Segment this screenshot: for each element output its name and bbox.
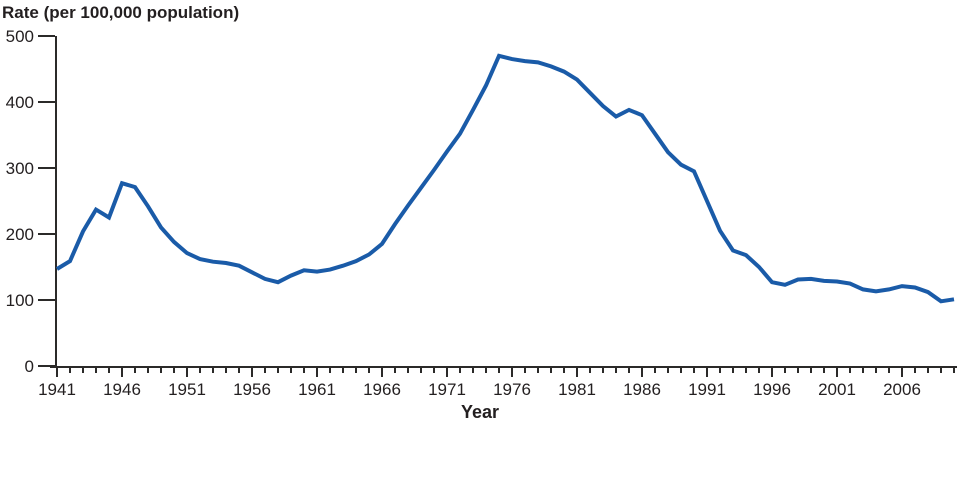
chart-title: Rate (per 100,000 population): [2, 3, 240, 22]
x-tick-label: 1956: [233, 380, 271, 399]
x-axis-title: Year: [460, 402, 500, 422]
x-tick-label: 1966: [363, 380, 401, 399]
y-tick-label: 300: [6, 159, 34, 178]
x-tick-label: 1951: [168, 380, 206, 399]
y-tick-label: 500: [6, 27, 34, 46]
y-tick-label: 200: [6, 225, 34, 244]
y-tick-label: 400: [6, 93, 34, 112]
x-tick-label: 1991: [688, 380, 726, 399]
x-tick-label: 1976: [493, 380, 531, 399]
x-tick-label: 2006: [883, 380, 921, 399]
x-tick-label: 1981: [558, 380, 596, 399]
x-tick-label: 2001: [818, 380, 856, 399]
data-line: [55, 53, 955, 304]
x-tick-label: 1971: [428, 380, 466, 399]
x-tick-label: 1996: [753, 380, 791, 399]
x-tick-label: 1986: [623, 380, 661, 399]
x-tick-label: 1946: [103, 380, 141, 399]
y-tick-label: 100: [6, 291, 34, 310]
x-tick-label: 1941: [38, 380, 76, 399]
x-tick-label: 1961: [298, 380, 336, 399]
y-tick-label: 0: [25, 357, 34, 376]
